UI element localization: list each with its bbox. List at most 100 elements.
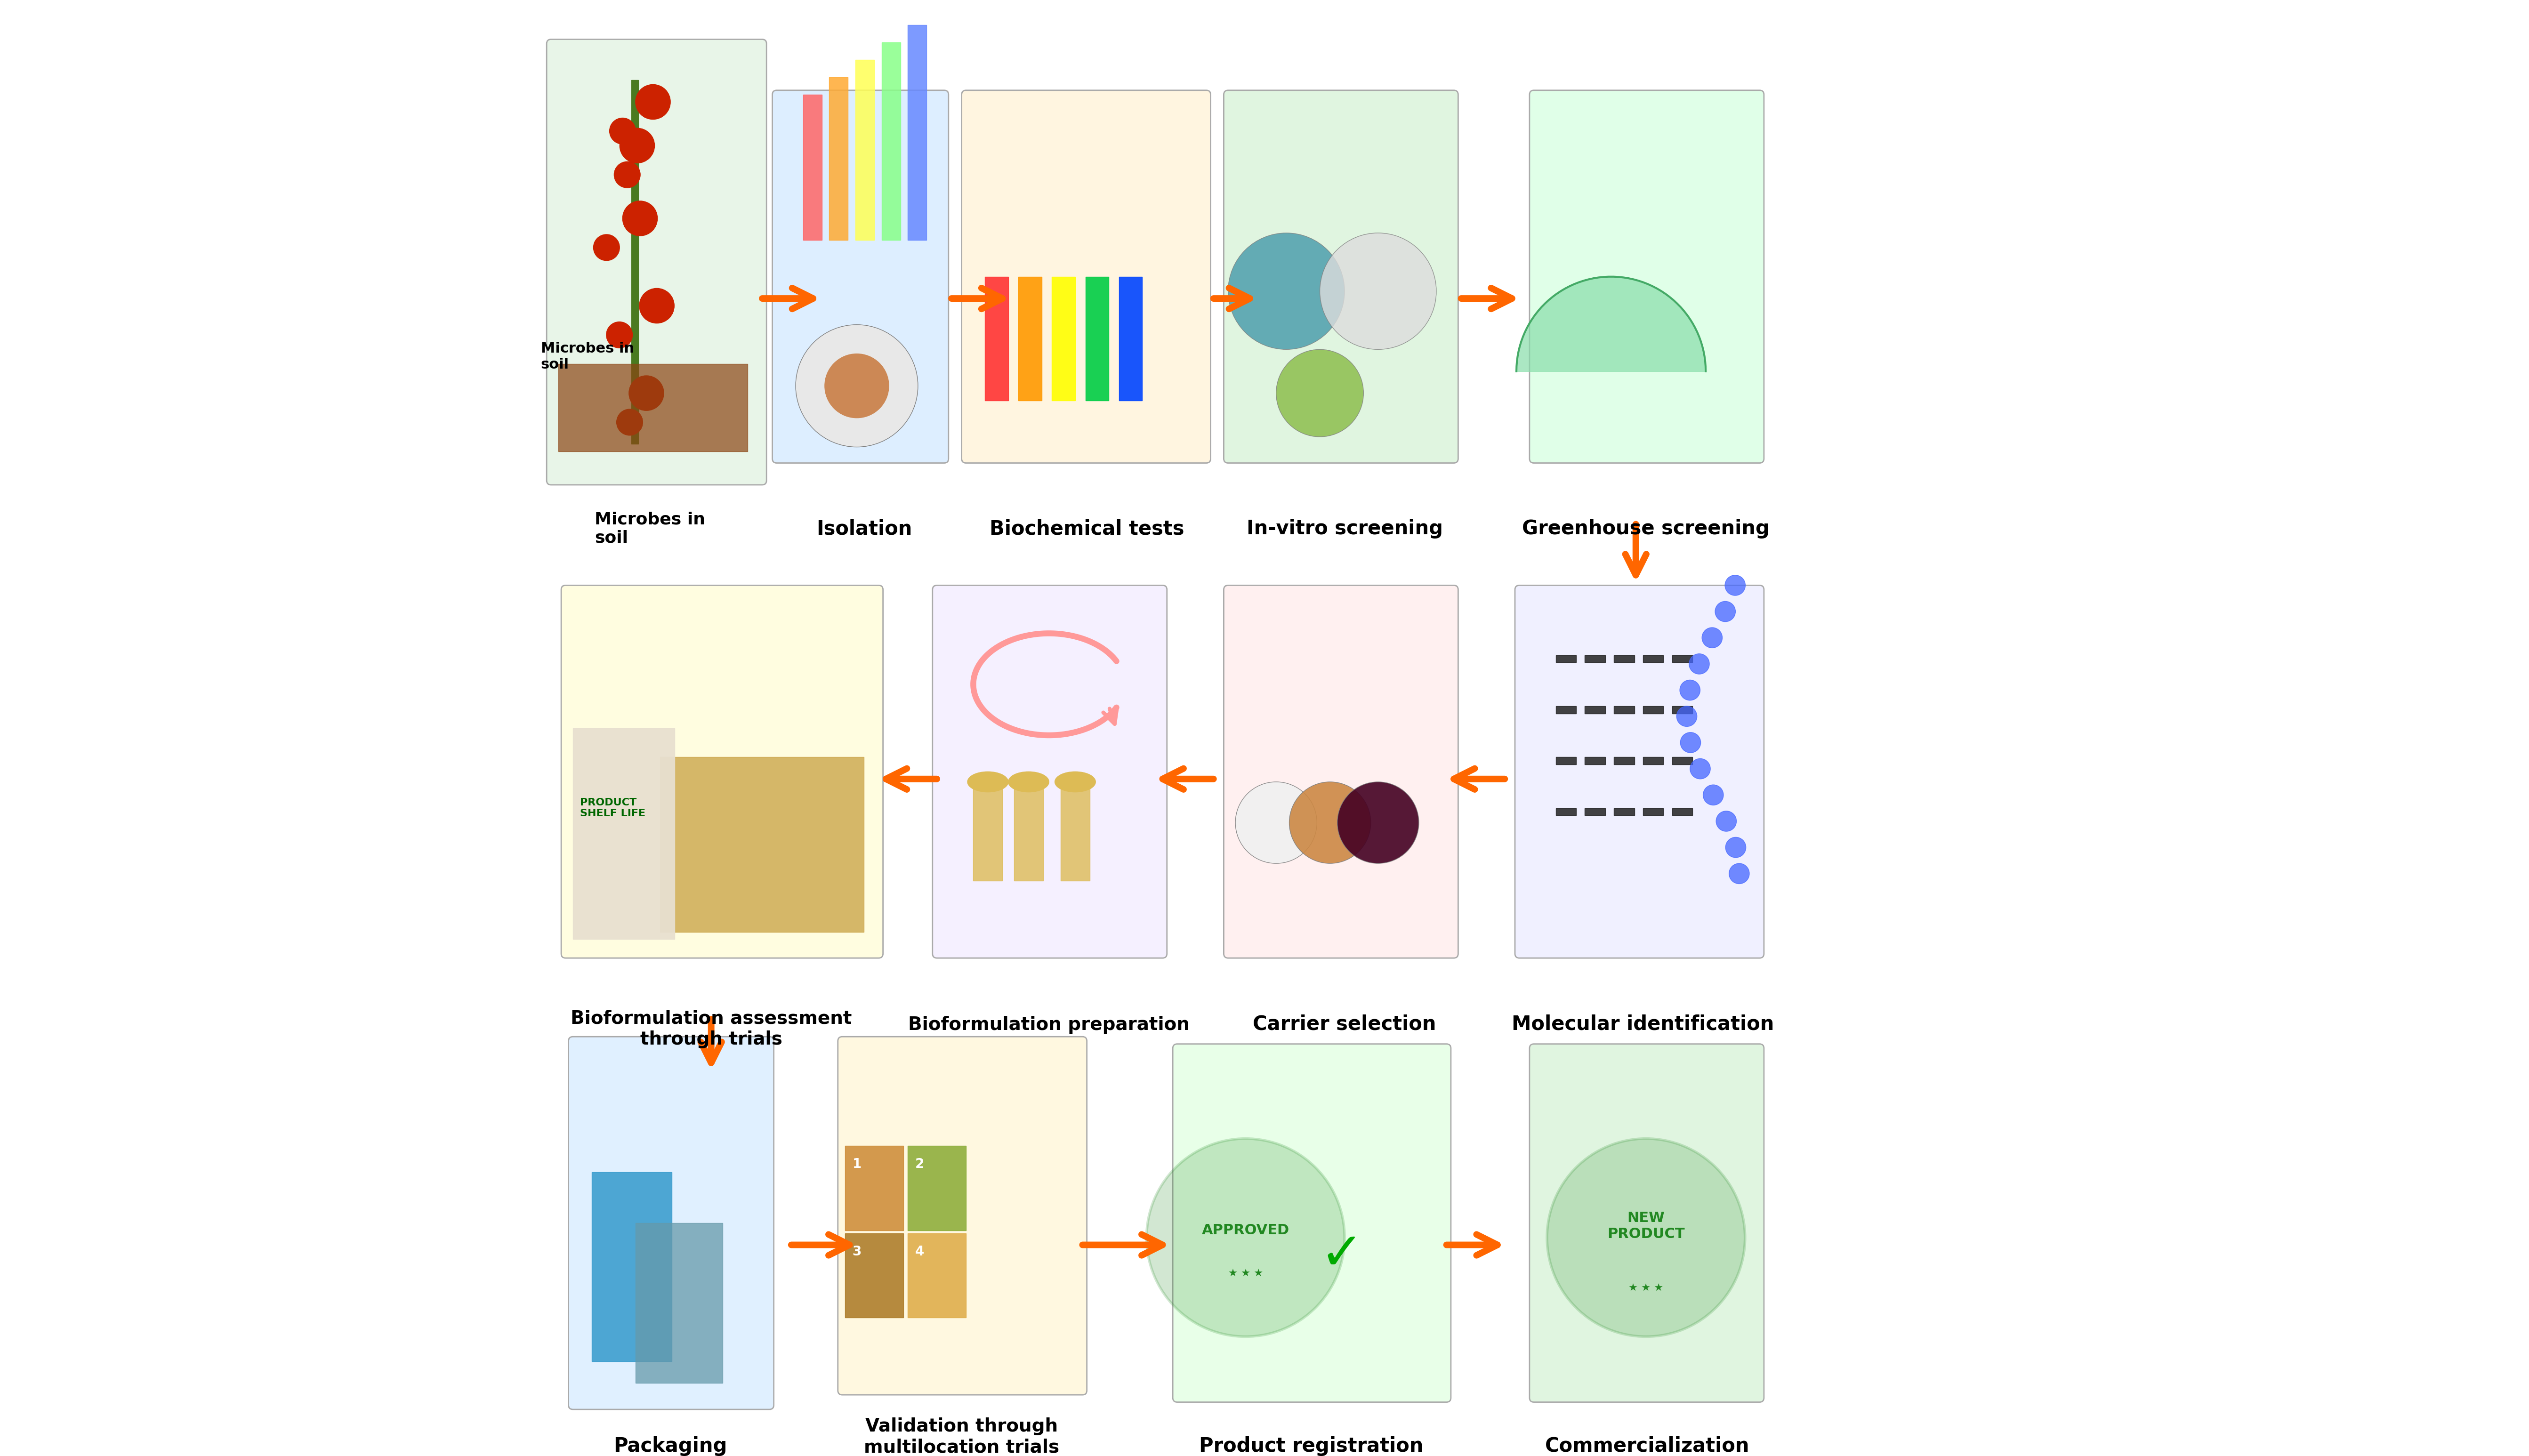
Bar xyxy=(592,1172,673,1361)
Bar xyxy=(1014,786,1042,881)
FancyBboxPatch shape xyxy=(1173,1044,1452,1402)
Bar xyxy=(845,1146,903,1230)
Bar xyxy=(1555,706,1576,713)
Text: In-vitro screening: In-vitro screening xyxy=(1247,518,1442,539)
Text: Microbes in
soil: Microbes in soil xyxy=(541,342,635,371)
Circle shape xyxy=(1717,811,1737,831)
Text: Bioformulation assessment
through trials: Bioformulation assessment through trials xyxy=(572,1009,852,1048)
Circle shape xyxy=(609,118,635,144)
Text: Isolation: Isolation xyxy=(817,518,913,539)
Bar xyxy=(1060,786,1090,881)
Circle shape xyxy=(1548,1139,1745,1337)
Bar xyxy=(1555,757,1576,764)
Bar xyxy=(1052,277,1075,400)
Bar xyxy=(974,786,1001,881)
FancyBboxPatch shape xyxy=(1224,585,1459,958)
Text: ★ ★ ★: ★ ★ ★ xyxy=(1629,1284,1664,1293)
Text: Validation through
multilocation trials: Validation through multilocation trials xyxy=(865,1417,1060,1456)
FancyBboxPatch shape xyxy=(961,90,1211,463)
Circle shape xyxy=(797,325,918,447)
Text: 2: 2 xyxy=(915,1158,923,1171)
Ellipse shape xyxy=(969,772,1009,792)
Text: Molecular identification: Molecular identification xyxy=(1512,1013,1775,1034)
FancyBboxPatch shape xyxy=(1224,90,1459,463)
Bar xyxy=(908,1146,966,1230)
Bar xyxy=(1644,655,1664,662)
FancyBboxPatch shape xyxy=(933,585,1166,958)
Circle shape xyxy=(1725,837,1745,858)
Bar xyxy=(855,60,875,240)
Circle shape xyxy=(1277,349,1363,437)
Bar xyxy=(984,277,1009,400)
FancyBboxPatch shape xyxy=(837,1037,1087,1395)
Text: Product registration: Product registration xyxy=(1199,1436,1424,1456)
Circle shape xyxy=(622,201,658,236)
Bar xyxy=(1614,757,1634,764)
Circle shape xyxy=(1146,1139,1345,1337)
Bar xyxy=(908,1233,966,1318)
Ellipse shape xyxy=(1009,772,1050,792)
Bar xyxy=(830,77,847,240)
Bar xyxy=(1118,277,1143,400)
Text: Commercialization: Commercialization xyxy=(1545,1436,1750,1456)
Circle shape xyxy=(594,234,620,261)
Circle shape xyxy=(1320,233,1436,349)
Circle shape xyxy=(1338,782,1419,863)
Bar xyxy=(1644,757,1664,764)
FancyBboxPatch shape xyxy=(569,1037,774,1409)
Text: PRODUCT
SHELF LIFE: PRODUCT SHELF LIFE xyxy=(579,798,645,818)
Circle shape xyxy=(1679,680,1699,700)
Text: 1: 1 xyxy=(852,1158,862,1171)
Bar xyxy=(1644,808,1664,815)
Text: 3: 3 xyxy=(852,1245,862,1258)
FancyBboxPatch shape xyxy=(1515,585,1763,958)
FancyBboxPatch shape xyxy=(546,39,766,485)
Bar xyxy=(1555,655,1576,662)
Circle shape xyxy=(1702,628,1722,648)
Bar xyxy=(1672,706,1692,713)
Circle shape xyxy=(1677,706,1697,727)
Bar xyxy=(1586,808,1606,815)
Bar xyxy=(1586,655,1606,662)
Circle shape xyxy=(630,376,663,411)
Circle shape xyxy=(607,322,632,348)
Circle shape xyxy=(824,354,888,418)
Circle shape xyxy=(620,128,655,163)
Bar xyxy=(1586,757,1606,764)
Bar xyxy=(908,25,926,240)
Bar xyxy=(1614,808,1634,815)
Bar xyxy=(1614,655,1634,662)
FancyBboxPatch shape xyxy=(1530,90,1763,463)
Text: NEW
PRODUCT: NEW PRODUCT xyxy=(1608,1211,1684,1241)
Circle shape xyxy=(1702,785,1722,805)
Bar xyxy=(635,1223,723,1383)
Circle shape xyxy=(1689,759,1710,779)
Bar xyxy=(1672,808,1692,815)
Circle shape xyxy=(1229,233,1345,349)
Circle shape xyxy=(1725,575,1745,596)
Bar xyxy=(559,364,749,451)
Bar xyxy=(802,95,822,240)
Circle shape xyxy=(1730,863,1750,884)
Text: ✓: ✓ xyxy=(1320,1230,1363,1280)
Circle shape xyxy=(615,162,640,188)
FancyBboxPatch shape xyxy=(1530,1044,1763,1402)
Bar xyxy=(1019,277,1042,400)
Bar xyxy=(1672,757,1692,764)
FancyBboxPatch shape xyxy=(561,585,883,958)
Circle shape xyxy=(640,288,675,323)
Circle shape xyxy=(1679,732,1699,753)
Text: Bioformulation preparation: Bioformulation preparation xyxy=(908,1016,1189,1034)
Ellipse shape xyxy=(1055,772,1095,792)
Text: 4: 4 xyxy=(915,1245,923,1258)
Bar xyxy=(883,42,900,240)
Bar xyxy=(660,757,865,932)
Bar xyxy=(1614,706,1634,713)
FancyBboxPatch shape xyxy=(771,90,948,463)
Text: Packaging: Packaging xyxy=(615,1436,728,1456)
Text: APPROVED: APPROVED xyxy=(1201,1223,1290,1238)
Text: Carrier selection: Carrier selection xyxy=(1252,1013,1436,1034)
Bar xyxy=(1644,706,1664,713)
Text: ★ ★ ★: ★ ★ ★ xyxy=(1229,1270,1262,1278)
Circle shape xyxy=(1689,654,1710,674)
